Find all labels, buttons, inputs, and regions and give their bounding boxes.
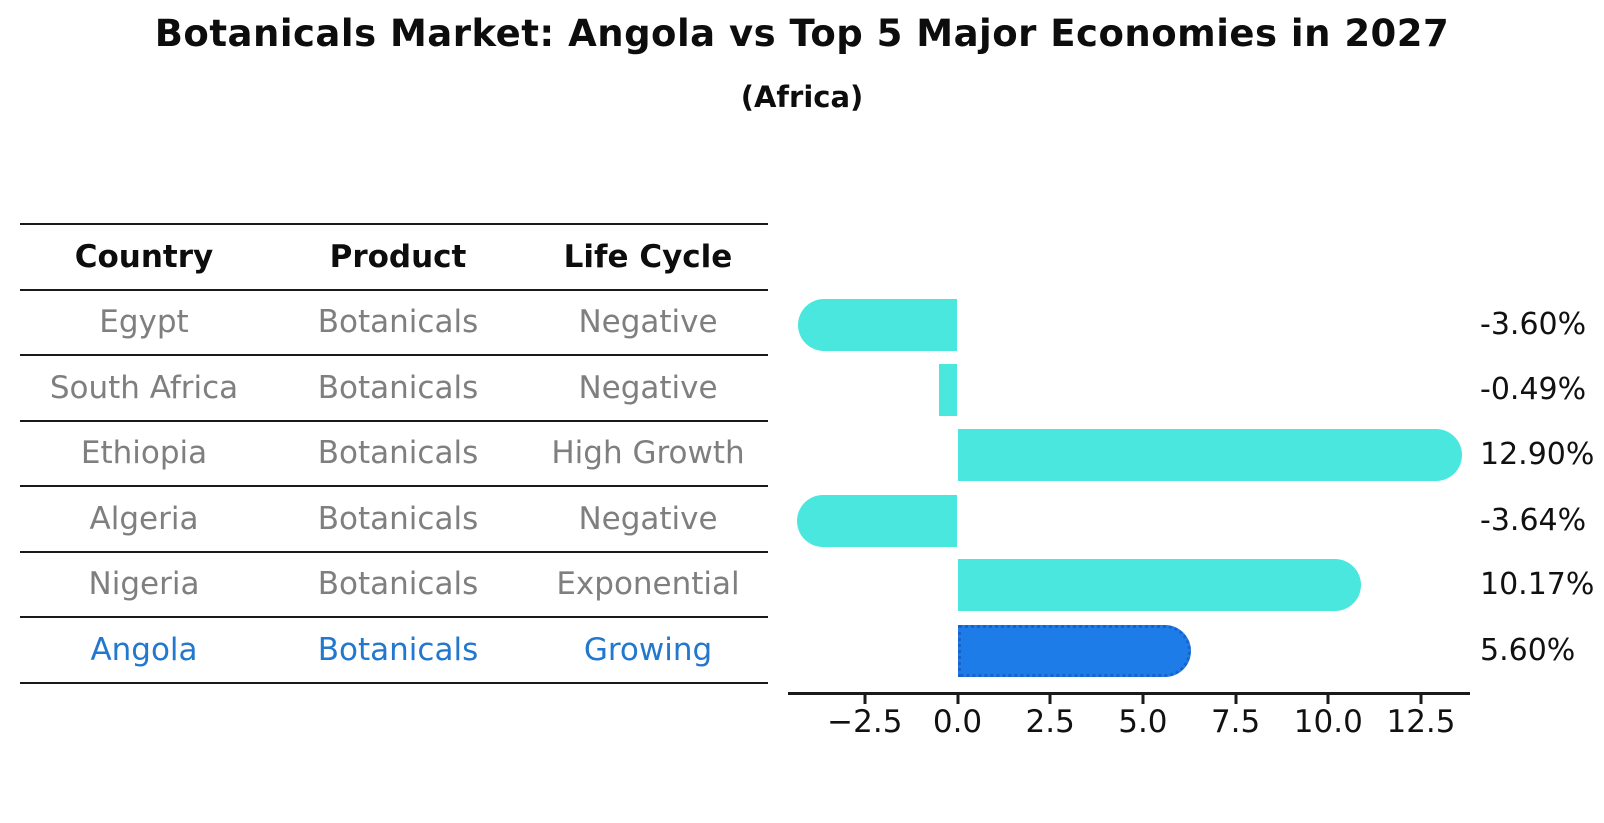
- bar-egypt: [798, 299, 958, 351]
- x-tick-label: 12.5: [1386, 704, 1456, 740]
- cell-life_cycle: Exponential: [556, 566, 740, 603]
- cell-product: Botanicals: [317, 631, 479, 668]
- bar-nigeria: [957, 559, 1361, 611]
- column-header-product: Product: [329, 238, 467, 275]
- value-label-nigeria: 10.17%: [1480, 567, 1595, 602]
- table-row-egypt: Egypt Botanicals Negative: [20, 288, 768, 355]
- column-header-country: Country: [74, 238, 214, 275]
- cell-country: Ethiopia: [80, 435, 208, 472]
- bar-ethiopia: [957, 429, 1462, 481]
- bar-algeria: [796, 494, 958, 547]
- x-axis-tick: [956, 695, 959, 704]
- value-label-south-africa: -0.49%: [1480, 372, 1587, 407]
- x-axis-tick: [1048, 695, 1052, 704]
- table-header-row: Country Product Life Cycle: [20, 223, 768, 289]
- x-tick-label: −2.5: [827, 704, 903, 740]
- cell-product: Botanicals: [317, 500, 479, 537]
- cell-product: Botanicals: [317, 566, 479, 603]
- x-tick-label: 0.0: [932, 704, 983, 740]
- chart-title: Botanicals Market: Angola vs Top 5 Major…: [154, 12, 1450, 55]
- x-tick-label: 10.0: [1293, 704, 1363, 740]
- cell-life_cycle: Negative: [578, 369, 718, 406]
- cell-product: Botanicals: [317, 435, 479, 472]
- bar-south-africa: [939, 364, 958, 416]
- bar-angola: [957, 625, 1192, 677]
- cell-country: Nigeria: [88, 566, 200, 603]
- table-row-nigeria: Nigeria Botanicals Exponential: [20, 550, 768, 617]
- cell-country: South Africa: [49, 369, 239, 406]
- chart-subtitle: (Africa): [740, 80, 864, 114]
- value-label-ethiopia: 12.90%: [1480, 437, 1595, 472]
- cell-product: Botanicals: [317, 369, 479, 406]
- table-row-algeria: Algeria Botanicals Negative: [20, 485, 768, 551]
- table-row-south-africa: South Africa Botanicals Negative: [20, 354, 768, 420]
- x-axis-tick: [1419, 695, 1423, 704]
- x-axis-tick: [1326, 695, 1330, 704]
- cell-life_cycle: Negative: [578, 500, 718, 537]
- cell-country: Algeria: [89, 500, 199, 537]
- table-row-ethiopia: Ethiopia Botanicals High Growth: [20, 419, 768, 486]
- country-table: Country Product Life Cycle Egypt Botanicals N…: [20, 223, 768, 684]
- value-label-angola: 5.60%: [1480, 633, 1576, 668]
- cell-product: Botanicals: [317, 304, 479, 341]
- x-tick-label: 7.5: [1210, 704, 1261, 740]
- x-tick-label: 5.0: [1118, 704, 1168, 740]
- value-label-algeria: -3.64%: [1480, 502, 1587, 538]
- value-label-egypt: -3.60%: [1480, 307, 1587, 342]
- cell-country: Angola: [90, 631, 198, 668]
- x-axis-tick: [863, 695, 867, 704]
- cell-country: Egypt: [99, 304, 189, 341]
- column-header-life-cycle: Life Cycle: [563, 238, 733, 275]
- x-axis-line: [788, 692, 1470, 695]
- cell-life_cycle: High Growth: [551, 435, 745, 472]
- x-tick-label: 2.5: [1025, 704, 1075, 740]
- table-row-angola: Angola Botanicals Growing: [20, 616, 768, 682]
- x-axis-tick: [1141, 695, 1145, 704]
- cell-life_cycle: Negative: [578, 304, 718, 341]
- x-axis-tick: [1234, 695, 1238, 704]
- cell-life_cycle: Growing: [583, 631, 713, 668]
